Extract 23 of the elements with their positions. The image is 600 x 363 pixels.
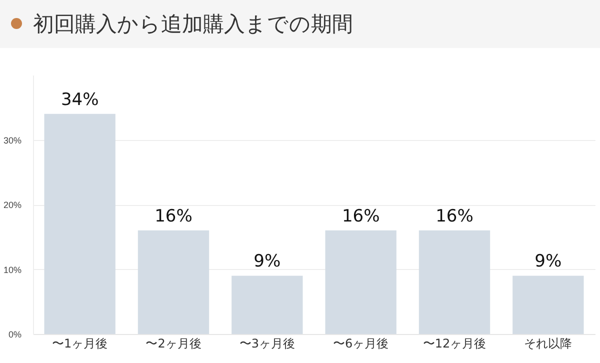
chart-title: 初回購入から追加購入までの期間 [33,11,353,38]
x-tick-label: 〜1ヶ月後 [52,336,108,350]
x-tick-label: 〜3ヶ月後 [239,336,295,350]
y-tick-label: 10% [3,264,22,275]
x-tick-label: それ以降 [524,336,572,350]
data-label: 16% [154,206,192,226]
bar [138,230,210,334]
x-tick-label: 〜12ヶ月後 [422,336,486,350]
x-tick-label: 〜2ヶ月後 [146,336,202,350]
x-tick-label: 〜6ヶ月後 [333,336,389,350]
data-label: 16% [436,206,474,226]
y-tick-label: 0% [8,330,22,340]
bar [44,114,116,334]
y-tick-label: 30% [3,135,22,146]
data-label: 16% [342,206,380,226]
data-label: 9% [254,252,281,272]
bar [325,230,396,334]
bar [512,276,584,334]
bar [418,230,490,334]
y-tick-label: 20% [3,200,22,210]
bar [232,276,303,334]
data-label: 34% [60,90,99,110]
data-label: 9% [534,252,562,272]
